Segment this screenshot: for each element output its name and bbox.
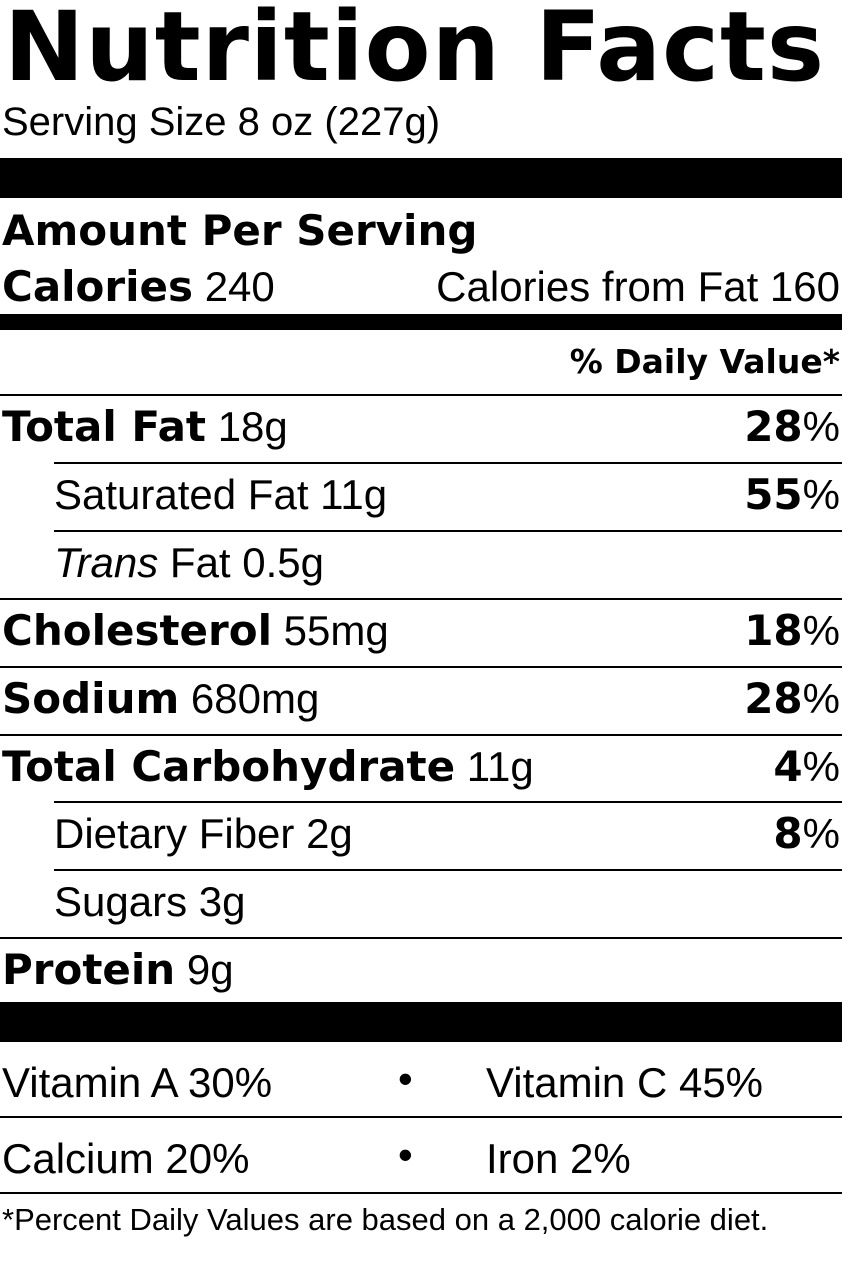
- medium-divider: [0, 314, 842, 330]
- nutrient-label: Total Carbohydrate: [2, 742, 456, 791]
- divider-line: [54, 530, 842, 532]
- amount-per-serving-heading: Amount Per Serving: [2, 206, 478, 255]
- calories-row: Calories 240: [2, 262, 275, 312]
- bullet-separator: •: [398, 1055, 413, 1102]
- nutrient-amount: 11g: [466, 743, 534, 790]
- page-title: Nutrition Facts: [4, 0, 826, 103]
- pct-number: 28: [744, 402, 803, 451]
- nutrient-label: Total Fat: [2, 402, 207, 451]
- pct-number: 28: [744, 674, 803, 723]
- calcium: Calcium 20%: [2, 1135, 250, 1182]
- nutrient-row-sodium: Sodium 680mg: [2, 674, 319, 724]
- nutrient-amount: 3g: [198, 878, 246, 925]
- nutrient-row-total-carbohydrate: Total Carbohydrate 11g: [2, 742, 534, 792]
- nutrient-amount: 11g: [320, 471, 388, 518]
- nutrient-row-saturated-fat: Saturated Fat 11g: [54, 470, 387, 520]
- nutrient-amount: 2g: [306, 810, 353, 857]
- nutrient-pct-sodium: 28%: [744, 674, 840, 724]
- divider-line: [0, 937, 842, 939]
- nutrient-amount: 18g: [217, 403, 288, 450]
- vitamin-a: Vitamin A 30%: [2, 1059, 273, 1106]
- serving-size: Serving Size 8 oz (227g): [2, 100, 441, 144]
- footnote: *Percent Daily Values are based on a 2,0…: [2, 1202, 769, 1237]
- nutrient-pct-total-fat: 28%: [744, 402, 840, 452]
- nutrient-label: Saturated Fat: [54, 471, 309, 518]
- nutrient-amount: 0.5g: [242, 539, 325, 586]
- pct-number: 8: [773, 809, 803, 858]
- thick-divider: [0, 158, 842, 198]
- divider-line: [54, 869, 842, 871]
- nutrient-pct-cholesterol: 18%: [744, 606, 840, 656]
- calories-label: Calories: [2, 262, 194, 311]
- nutrient-label: Protein: [2, 945, 176, 994]
- divider-line: [0, 1192, 842, 1194]
- nutrient-amount: 9g: [186, 946, 234, 993]
- divider-line: [0, 394, 842, 396]
- nutrient-row-cholesterol: Cholesterol 55mg: [2, 606, 389, 656]
- pct-sign: %: [802, 403, 840, 450]
- nutrient-pct-saturated-fat: 55%: [744, 470, 840, 520]
- pct-sign: %: [802, 471, 840, 518]
- pct-number: 55: [744, 470, 803, 519]
- pct-number: 4: [773, 742, 803, 791]
- pct-sign: %: [802, 607, 840, 654]
- divider-line: [0, 734, 842, 736]
- bullet-separator: •: [398, 1131, 413, 1178]
- nutrient-row-protein: Protein 9g: [2, 945, 234, 995]
- daily-value-header: % Daily Value*: [569, 342, 840, 381]
- divider-line: [0, 666, 842, 668]
- nutrient-pct-total-carbohydrate: 4%: [773, 742, 840, 792]
- iron: Iron 2%: [486, 1135, 631, 1182]
- nutrient-label: Cholesterol: [2, 606, 272, 655]
- nutrient-row-total-fat: Total Fat 18g: [2, 402, 288, 452]
- nutrient-amount: 55mg: [283, 607, 389, 654]
- nutrient-row-sugars: Sugars 3g: [54, 877, 245, 927]
- calories-from-fat: Calories from Fat 160: [436, 263, 840, 310]
- divider-line: [0, 598, 842, 600]
- vitamin-c: Vitamin C 45%: [486, 1059, 764, 1106]
- nutrient-label: Fat: [169, 539, 231, 586]
- nutrient-pct-dietary-fiber: 8%: [773, 809, 840, 859]
- nutrient-amount: 680mg: [190, 675, 320, 722]
- nutrient-row-trans-fat: Trans Fat 0.5g: [54, 538, 324, 588]
- nutrient-label-italic: Trans: [54, 539, 159, 586]
- pct-number: 18: [744, 606, 803, 655]
- nutrient-label: Sugars: [54, 878, 188, 925]
- pct-sign: %: [802, 675, 840, 722]
- calories-value: 240: [204, 263, 275, 310]
- nutrient-label: Sodium: [2, 674, 180, 723]
- divider-line: [54, 462, 842, 464]
- thick-divider: [0, 1002, 842, 1042]
- pct-sign: %: [802, 810, 840, 857]
- divider-line: [0, 1116, 842, 1118]
- nutrient-row-dietary-fiber: Dietary Fiber 2g: [54, 809, 353, 859]
- nutrient-label: Dietary Fiber: [54, 810, 295, 857]
- pct-sign: %: [802, 743, 840, 790]
- divider-line: [54, 801, 842, 803]
